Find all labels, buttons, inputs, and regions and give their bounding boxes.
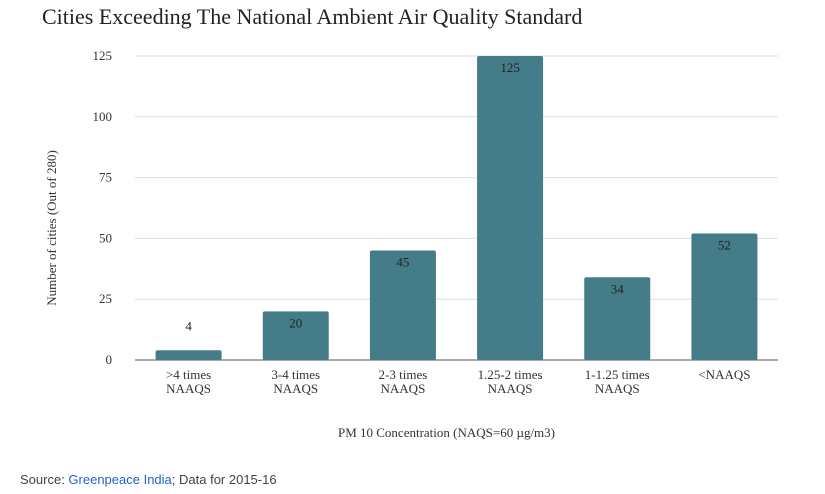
- x-category-label: NAAQS: [381, 381, 426, 396]
- bar: [477, 56, 544, 360]
- source-note: Source: Greenpeace India; Data for 2015-…: [20, 472, 277, 487]
- bar: [262, 311, 329, 360]
- x-category-label: 1-1.25 times: [585, 367, 650, 382]
- x-category-label: NAAQS: [273, 381, 318, 396]
- y-tick-label: 75: [99, 170, 112, 185]
- bar-value-label: 4: [185, 318, 192, 333]
- bar-value-label: 20: [289, 315, 302, 330]
- x-category-label: NAAQS: [488, 381, 533, 396]
- bar: [369, 250, 436, 360]
- y-axis-ticks: 0 25 50 75 100 125: [93, 48, 113, 367]
- y-tick-label: 125: [93, 48, 113, 63]
- x-axis-title: PM 10 Concentration (NAQS=60 µg/m3): [338, 425, 555, 440]
- chart-title: Cities Exceeding The National Ambient Ai…: [42, 4, 583, 29]
- x-category-label: 2-3 times: [379, 367, 428, 382]
- bar: [691, 233, 758, 360]
- x-category-label: 1.25-2 times: [478, 367, 543, 382]
- bar-value-labels: 4 20 45 125 34 52: [185, 60, 731, 333]
- bars: [155, 56, 758, 360]
- x-category-label: NAAQS: [166, 381, 211, 396]
- y-tick-label: 0: [106, 352, 113, 367]
- bar-value-label: 52: [718, 238, 731, 253]
- y-axis-title: Number of cities (Out of 280): [44, 150, 59, 306]
- x-category-label: >4 times: [166, 367, 211, 382]
- bar-value-label: 34: [611, 281, 625, 296]
- x-category-label: NAAQS: [595, 381, 640, 396]
- source-link[interactable]: Greenpeace India: [68, 472, 172, 487]
- source-suffix: ; Data for 2015-16: [171, 472, 277, 487]
- bar-value-label: 45: [396, 255, 409, 270]
- y-tick-label: 50: [99, 230, 112, 245]
- gridlines: [135, 55, 778, 361]
- y-tick-label: 25: [99, 291, 112, 306]
- source-prefix: Source:: [20, 472, 69, 487]
- y-tick-label: 100: [93, 109, 113, 124]
- bar: [584, 277, 651, 360]
- x-category-label: 3-4 times: [271, 367, 320, 382]
- bar-value-label: 125: [500, 60, 520, 75]
- bar: [155, 350, 222, 360]
- x-category-label: <NAAQS: [698, 367, 750, 382]
